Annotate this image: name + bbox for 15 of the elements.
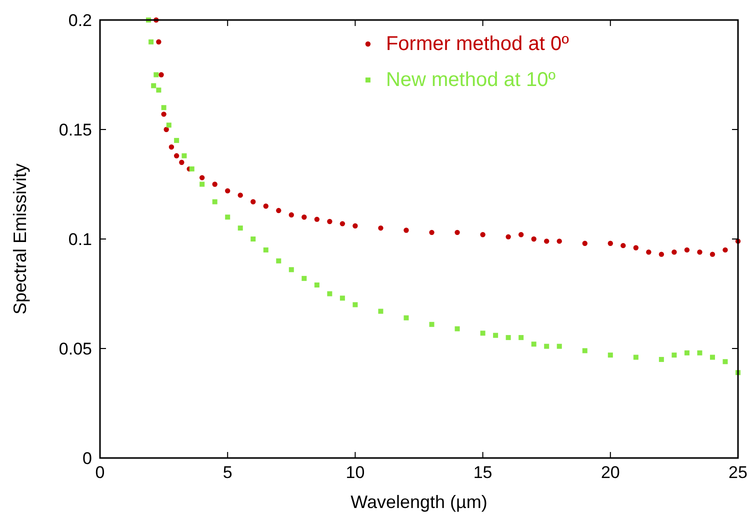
x-tick-label: 20 [600, 463, 620, 482]
y-tick-label: 0 [82, 449, 92, 468]
y-axis-title: Spectral Emissivity [10, 163, 30, 315]
y-tick-label: 0.1 [68, 230, 92, 249]
x-tick-label: 5 [222, 463, 232, 482]
x-tick-label: 0 [95, 463, 105, 482]
x-tick-label: 10 [346, 463, 365, 482]
x-axis-title: Wavelength (µm) [350, 492, 488, 512]
y-tick-label: 0.05 [58, 340, 92, 358]
y-tick-label: 0.15 [58, 120, 92, 140]
x-tick-label: 15 [473, 463, 492, 482]
x-tick-label: 25 [728, 463, 748, 482]
y-tick-label: 0.2 [68, 11, 92, 30]
legend-label: Former method at 0º [386, 33, 570, 55]
legend-label: New method at 10º [386, 69, 556, 91]
